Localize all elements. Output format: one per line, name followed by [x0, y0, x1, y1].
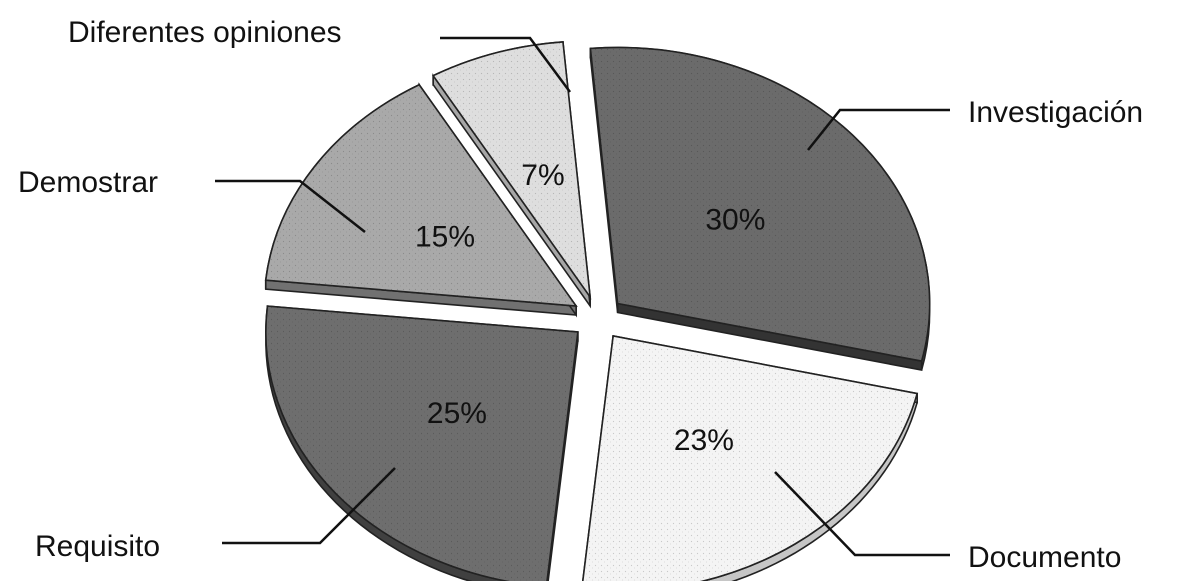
pie-value-label-requisito: 25% [427, 397, 487, 430]
pie-value-label-investigacion: 30% [705, 204, 765, 237]
pie-slice-texture-diferentes-opiniones [433, 41, 591, 297]
pie-slice-diferentes-opiniones [431, 41, 592, 309]
pie-category-label-requisito: Requisito [35, 530, 160, 563]
pie-value-label-diferentes-opiniones: 7% [521, 159, 564, 192]
pie-slice-demostrar [264, 82, 578, 318]
leader-line-diferentes-opiniones [440, 36, 572, 93]
leader-line-investigacion [807, 108, 950, 151]
pie-slice-texture-requisito [265, 306, 578, 586]
leader-line-documento [774, 471, 950, 557]
pie-slice-texture-documento [582, 335, 918, 586]
pie-category-label-demostrar: Demostrar [18, 166, 158, 199]
pie-category-label-investigacion: Investigación [968, 96, 1143, 129]
pie-slice-texture-demostrar [265, 84, 577, 307]
leader-line-requisito [222, 467, 396, 545]
pie-slice-documento [581, 335, 919, 586]
pie-slice-requisito [265, 305, 579, 586]
pie-slice-investigacion [589, 46, 931, 372]
pie-value-label-documento: 23% [674, 424, 734, 457]
pie-value-label-demostrar: 15% [415, 221, 475, 254]
pie-category-label-documento: Documento [968, 541, 1121, 574]
pie-category-label-diferentes-opiniones: Diferentes opiniones [68, 16, 342, 49]
leader-line-demostrar [215, 179, 366, 233]
pie-slice-texture-investigacion [590, 47, 930, 362]
